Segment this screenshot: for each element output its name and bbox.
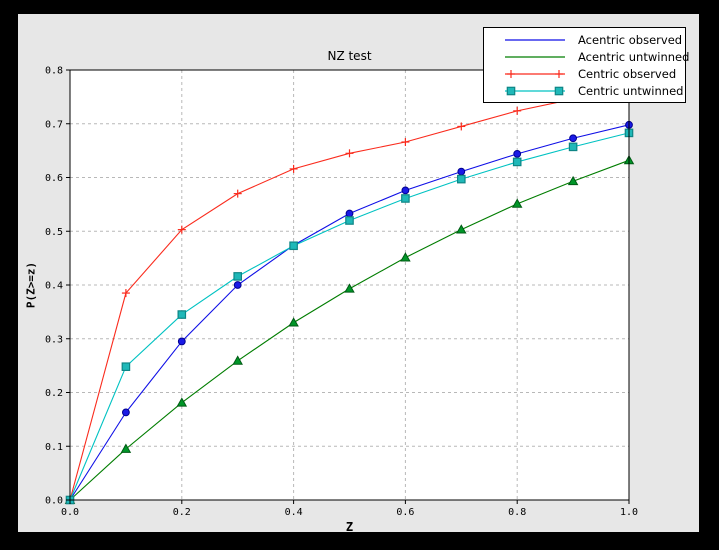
series-markers-acentric-observed <box>66 120 633 504</box>
tick-marks <box>66 69 630 504</box>
y-tick-label: 0.5 <box>45 227 63 238</box>
y-tick-label: 0.0 <box>45 496 63 507</box>
legend-item-acentric-untwinned: Acentric untwinned <box>484 49 689 64</box>
y-tick-label: 0.2 <box>45 388 63 399</box>
x-tick-label: 0.6 <box>396 507 414 518</box>
legend-label: Centric observed <box>578 66 677 81</box>
y-tick-label: 0.8 <box>45 66 63 77</box>
legend-label: Acentric untwinned <box>578 49 690 64</box>
legend-label: Centric untwinned <box>578 83 684 98</box>
x-tick-label: 1.0 <box>620 507 638 518</box>
tick-labels: 0.0 0.2 0.4 0.6 0.8 1.0 0.0 0.1 0.2 0.3 0.4 0.5 0.6 0… <box>45 66 638 519</box>
legend-item-acentric-observed: Acentric observed <box>484 32 685 47</box>
x-tick-label: 0.0 <box>61 507 79 518</box>
y-tick-label: 0.6 <box>45 173 63 184</box>
legend-line-sample-acentric-untwinned <box>505 55 565 58</box>
legend-item-centric-untwinned: Centric untwinned <box>484 83 685 98</box>
legend-item-centric-observed: Centric observed <box>484 66 685 81</box>
legend-line-sample-centric-untwinned <box>505 86 565 95</box>
y-tick-label: 0.3 <box>45 334 63 345</box>
x-tick-label: 0.4 <box>285 507 303 518</box>
legend-label: Acentric observed <box>578 32 683 47</box>
legend-line-sample-centric-observed <box>505 69 565 78</box>
legend-line-sample-acentric-observed <box>505 38 565 41</box>
y-tick-label: 0.4 <box>45 281 63 292</box>
legend-box: Acentric observed Acentric untwinned Centr… <box>483 27 689 103</box>
series-acentric-observed <box>66 120 633 504</box>
y-axis-label: P(Z>=z) <box>24 261 38 309</box>
chart-title: NZ test <box>327 49 372 63</box>
x-axis-label: Z <box>345 520 354 534</box>
x-tick-label: 0.8 <box>508 507 526 518</box>
y-tick-label: 0.7 <box>45 119 63 130</box>
x-tick-label: 0.2 <box>173 507 191 518</box>
series-centric-untwinned <box>65 128 634 505</box>
y-tick-label: 0.1 <box>45 442 63 453</box>
